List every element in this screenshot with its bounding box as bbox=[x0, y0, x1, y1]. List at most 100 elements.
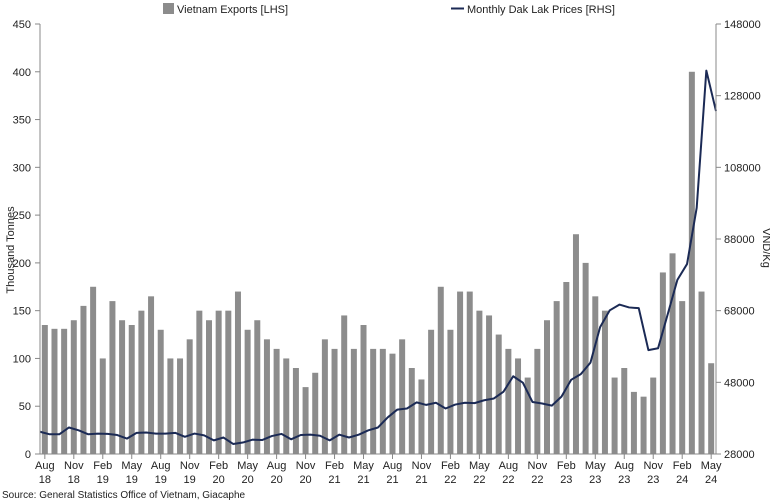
x-tick-year: 20 bbox=[242, 474, 254, 486]
bar-exports bbox=[640, 396, 647, 454]
bar-exports bbox=[630, 391, 637, 454]
bar-exports bbox=[186, 339, 193, 454]
x-tick-month: Nov bbox=[64, 460, 84, 472]
bar-exports bbox=[370, 348, 377, 454]
left-y-tick-label: 450 bbox=[13, 19, 31, 31]
price-line-group bbox=[39, 69, 717, 445]
bar-exports bbox=[515, 358, 522, 454]
bar-exports bbox=[379, 348, 386, 454]
bar-exports bbox=[466, 291, 473, 454]
x-tick-year: 24 bbox=[676, 474, 688, 486]
bar-exports bbox=[51, 328, 58, 454]
right-y-ticks: 28000 48000 68000 88000 108000 128000 148000 bbox=[716, 19, 761, 461]
bar-exports bbox=[41, 325, 48, 454]
x-tick-year: 20 bbox=[213, 474, 225, 486]
bar-exports bbox=[321, 339, 328, 454]
right-y-tick-label: 148000 bbox=[724, 19, 761, 31]
bar-exports bbox=[283, 358, 290, 454]
bar-exports bbox=[90, 286, 97, 454]
bar-exports bbox=[534, 348, 541, 454]
x-tick-month: Feb bbox=[441, 460, 460, 472]
right-y-tick-label: 128000 bbox=[724, 91, 761, 103]
bar-exports bbox=[679, 301, 686, 454]
bar-exports bbox=[650, 377, 657, 454]
bar-exports bbox=[254, 320, 261, 454]
left-y-tick-label: 200 bbox=[13, 258, 31, 270]
left-y-tick-label: 400 bbox=[13, 67, 31, 79]
left-y-tick-label: 300 bbox=[13, 162, 31, 174]
x-tick-year: 19 bbox=[155, 474, 167, 486]
x-tick-year: 22 bbox=[502, 474, 514, 486]
bar-exports bbox=[389, 353, 396, 454]
x-tick-year: 19 bbox=[184, 474, 196, 486]
x-tick-month: May bbox=[121, 460, 142, 472]
bar-exports bbox=[437, 286, 444, 454]
right-y-tick-label: 28000 bbox=[724, 449, 755, 461]
bar-exports bbox=[177, 358, 184, 454]
x-tick-year: 21 bbox=[357, 474, 369, 486]
right-axis-title: VND/Kg bbox=[760, 228, 770, 268]
bar-exports bbox=[331, 348, 338, 454]
x-tick-month: Nov bbox=[643, 460, 663, 472]
x-tick-month: Feb bbox=[209, 460, 228, 472]
left-y-tick-label: 350 bbox=[13, 115, 31, 127]
bar-exports bbox=[486, 315, 493, 454]
bar-exports bbox=[350, 348, 357, 454]
x-tick-month: May bbox=[585, 460, 606, 472]
bar-exports bbox=[428, 329, 435, 454]
bar-exports bbox=[563, 282, 570, 454]
x-tick-year: 21 bbox=[415, 474, 427, 486]
legend-swatch-exports bbox=[163, 3, 174, 14]
bar-exports bbox=[582, 262, 589, 454]
bar-exports bbox=[408, 368, 415, 454]
bar-exports bbox=[476, 310, 483, 454]
source-note: Source: General Statistics Office of Vie… bbox=[2, 490, 246, 501]
x-tick-month: Aug bbox=[383, 460, 403, 472]
x-tick-month: Aug bbox=[151, 460, 171, 472]
bar-exports bbox=[119, 320, 126, 454]
bar-exports bbox=[447, 329, 454, 454]
bar-exports bbox=[621, 368, 628, 454]
bar-exports bbox=[148, 296, 155, 454]
bar-exports bbox=[360, 325, 367, 454]
bar-exports bbox=[273, 348, 280, 454]
x-tick-year: 21 bbox=[386, 474, 398, 486]
left-y-tick-label: 250 bbox=[13, 210, 31, 222]
bar-exports bbox=[234, 291, 241, 454]
bar-exports bbox=[418, 379, 425, 454]
x-tick-month: May bbox=[469, 460, 490, 472]
x-ticks: Aug 18 Nov 18 Feb 19 May 19 Aug 19 Nov 19 Feb 20 May 20… bbox=[35, 454, 722, 486]
bar-exports bbox=[611, 377, 618, 454]
bar-exports bbox=[206, 320, 212, 454]
bar-exports bbox=[157, 329, 164, 454]
bar-exports bbox=[263, 339, 270, 454]
x-tick-month: Aug bbox=[614, 460, 634, 472]
bar-exports bbox=[61, 328, 68, 454]
x-tick-month: Nov bbox=[296, 460, 316, 472]
bar-exports bbox=[698, 291, 705, 454]
bar-exports bbox=[592, 296, 599, 454]
bar-exports bbox=[572, 234, 579, 454]
left-y-tick-label: 100 bbox=[13, 353, 31, 365]
x-tick-month: May bbox=[237, 460, 258, 472]
x-tick-year: 22 bbox=[531, 474, 543, 486]
right-y-tick-label: 48000 bbox=[724, 377, 755, 389]
x-tick-year: 18 bbox=[68, 474, 80, 486]
x-tick-month: Aug bbox=[499, 460, 519, 472]
bar-exports bbox=[659, 272, 666, 454]
bar-exports bbox=[302, 387, 309, 454]
x-tick-month: May bbox=[353, 460, 374, 472]
x-tick-year: 20 bbox=[299, 474, 311, 486]
bar-exports bbox=[341, 315, 348, 454]
bar-exports bbox=[167, 358, 174, 454]
x-tick-year: 18 bbox=[39, 474, 51, 486]
bar-exports bbox=[109, 301, 116, 454]
left-y-ticks: 0 50 100 150 200 250 300 350 400 450 bbox=[13, 19, 40, 461]
right-y-tick-label: 108000 bbox=[724, 162, 761, 174]
bar-exports bbox=[128, 325, 135, 454]
left-y-tick-label: 0 bbox=[25, 449, 31, 461]
x-tick-month: Nov bbox=[412, 460, 432, 472]
x-tick-month: Aug bbox=[35, 460, 55, 472]
bar-exports bbox=[399, 339, 406, 454]
x-tick-month: May bbox=[701, 460, 722, 472]
